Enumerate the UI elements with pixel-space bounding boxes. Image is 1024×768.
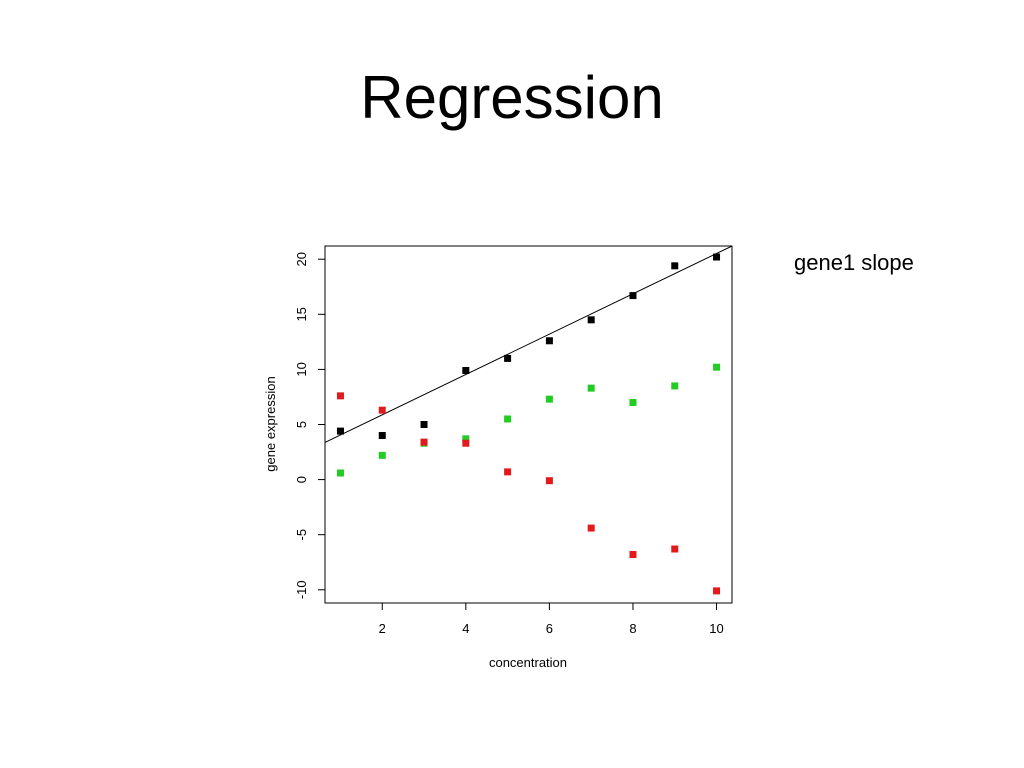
data-point-series-2 [336,469,344,477]
data-point-series-3 [336,392,344,400]
y-tick-label: 10 [294,362,309,376]
data-point-series-3 [420,438,428,446]
data-point-series-2 [671,382,679,390]
data-point-series-1 [336,427,344,435]
data-point-series-2 [587,384,595,392]
data-point-series-2 [462,435,470,443]
y-tick-label: 15 [294,307,309,321]
x-tick-label: 2 [379,621,386,636]
data-point-series-3 [587,524,595,532]
data-point-series-3 [671,545,679,553]
points-group [336,253,721,595]
x-tick-label: 4 [462,621,469,636]
data-point-series-2 [713,363,721,371]
data-point-series-1 [462,367,470,375]
data-point-series-1 [629,292,637,300]
data-point-series-1 [587,316,595,324]
slope-note: gene1 slope [794,250,914,275]
data-point-series-3 [545,477,553,485]
data-point-series-2 [504,415,512,423]
y-axis-label: gene expression [263,376,278,471]
plot-frame [324,245,733,604]
x-axis-label: concentration [489,655,567,670]
data-point-series-2 [545,395,553,403]
data-point-series-3 [378,406,386,414]
y-axis: -10 -5 0 5 10 15 20 [294,252,325,599]
data-point-series-3 [629,551,637,559]
y-tick-label: 0 [294,476,309,483]
data-point-series-1 [713,253,721,261]
x-tick-label: 10 [709,621,723,636]
data-point-series-1 [671,262,679,270]
data-point-series-2 [629,398,637,406]
data-point-series-1 [378,432,386,440]
fit-line-group [325,246,732,443]
data-point-series-1 [504,354,512,362]
regression-line [325,246,732,443]
x-axis: 2 4 6 8 10 [379,603,724,636]
y-tick-label: 20 [294,252,309,266]
slide-title: Regression [360,64,664,131]
data-point-series-3 [504,468,512,476]
x-tick-label: 8 [629,621,636,636]
data-point-series-3 [462,439,470,447]
data-point-series-1 [420,421,428,428]
y-tick-label: -10 [294,580,309,599]
y-tick-label: -5 [294,529,309,541]
y-tick-label: 5 [294,421,309,428]
x-tick-label: 6 [546,621,553,636]
data-point-series-2 [378,451,386,459]
data-point-series-1 [545,337,553,345]
data-point-series-3 [713,587,721,595]
